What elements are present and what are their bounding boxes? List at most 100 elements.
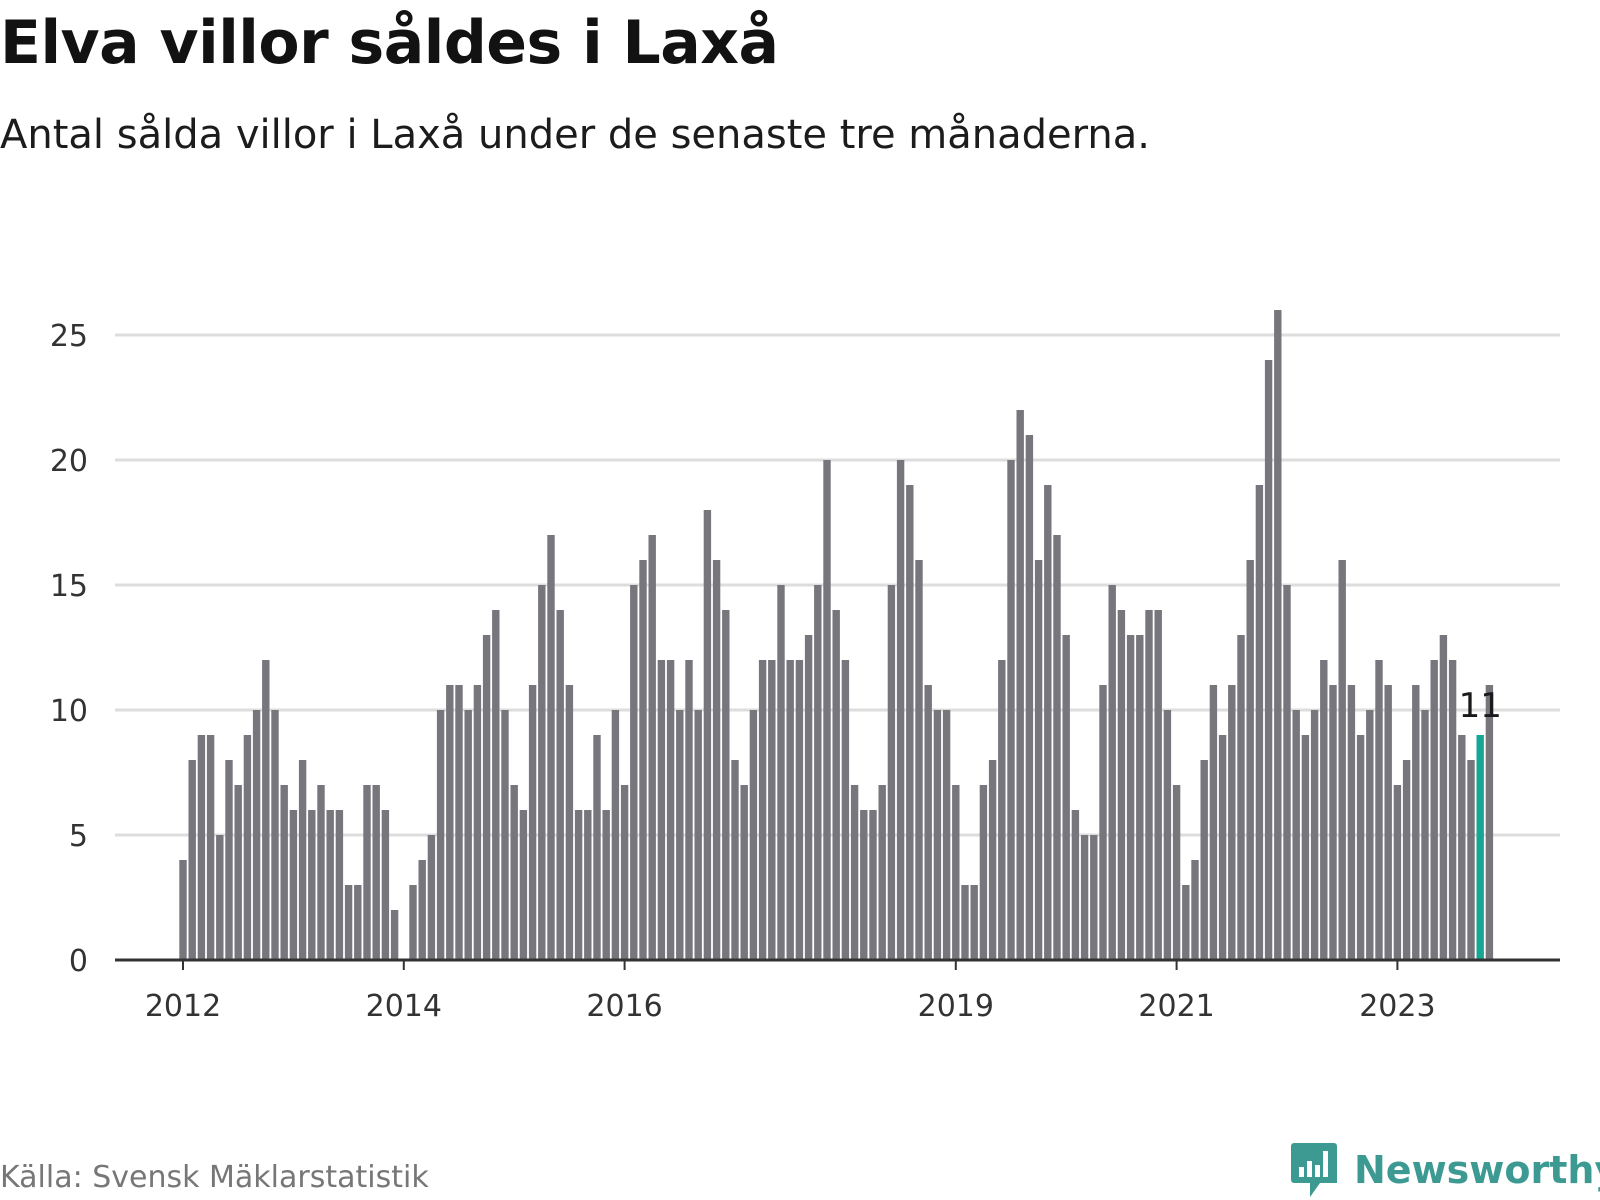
y-tick-label: 20 [50, 444, 88, 479]
bar [924, 685, 932, 960]
bar [630, 585, 638, 960]
bar [1329, 685, 1337, 960]
chart-title: Elva villor såldes i Laxå [0, 8, 779, 78]
bar [179, 860, 187, 960]
bar [427, 835, 436, 960]
bar [1071, 810, 1080, 960]
x-tick-label: 2014 [366, 989, 442, 1024]
logo-text: Newsworthy [1354, 1148, 1600, 1192]
bar [1366, 710, 1374, 960]
bar [933, 710, 942, 960]
bar [1228, 685, 1236, 960]
bar [850, 785, 859, 960]
bar [308, 810, 316, 960]
highlighted-bar [1476, 735, 1484, 960]
bar [354, 885, 362, 960]
bar [685, 660, 693, 960]
bar [970, 885, 978, 960]
chart-subtitle: Antal sålda villor i Laxå under de senas… [0, 112, 1150, 158]
bar [786, 660, 794, 960]
y-tick-label: 0 [69, 944, 88, 979]
bar [915, 560, 923, 960]
bars [179, 310, 1494, 960]
bar [1255, 485, 1264, 960]
bar [823, 460, 831, 960]
bar [482, 635, 491, 960]
bar [1126, 635, 1135, 960]
bar [657, 660, 666, 960]
bar [1053, 535, 1061, 960]
bar [1283, 585, 1291, 960]
bar [197, 735, 206, 960]
x-axis-ticks: 2012 2014 2016 2019 2021 2023 [145, 960, 1436, 1024]
bar [731, 760, 739, 960]
bar [372, 785, 380, 960]
bar [1393, 785, 1402, 960]
bar [1062, 635, 1070, 960]
bar [1172, 785, 1181, 960]
bar [280, 785, 288, 960]
bar [455, 685, 463, 960]
bar [1191, 860, 1199, 960]
bar [1274, 310, 1282, 960]
bar [1402, 760, 1411, 960]
bar [565, 685, 574, 960]
bar [234, 785, 242, 960]
bar [1439, 635, 1448, 960]
bar [501, 710, 509, 960]
bar [860, 810, 868, 960]
bar [1218, 735, 1227, 960]
bar [896, 460, 905, 960]
bar [574, 810, 583, 960]
bar [1356, 735, 1365, 960]
bar [262, 660, 270, 960]
bar [1145, 610, 1153, 960]
bar [703, 510, 712, 960]
bar [206, 735, 215, 960]
x-tick-label: 2012 [145, 989, 221, 1024]
bar [1338, 560, 1346, 960]
bar [326, 810, 334, 960]
bar [1458, 735, 1466, 960]
bar [335, 810, 344, 960]
y-tick-label: 5 [69, 819, 88, 854]
bar [1034, 560, 1043, 960]
bar [1099, 685, 1107, 960]
bar [1200, 760, 1208, 960]
bar [639, 560, 647, 960]
bar [648, 535, 656, 960]
bar [188, 760, 196, 960]
x-tick-label: 2021 [1138, 989, 1214, 1024]
bar [1080, 835, 1089, 960]
bar [418, 860, 426, 960]
bar [1016, 410, 1024, 960]
annotations: 11 [1459, 686, 1502, 726]
bar [961, 885, 969, 960]
bar [528, 685, 537, 960]
bar-chart: 0 5 10 15 20 25 2012 2014 2016 2019 2021 2023 11 [50, 310, 1560, 1024]
bar [1430, 660, 1438, 960]
bar [593, 735, 601, 960]
bar [869, 810, 877, 960]
bar [243, 735, 252, 960]
y-axis-labels: 0 5 10 15 20 25 [50, 319, 88, 979]
bar [1347, 685, 1356, 960]
bar [390, 910, 399, 960]
bar [1136, 635, 1144, 960]
bar [317, 785, 325, 960]
bar [887, 585, 896, 960]
x-tick-label: 2023 [1359, 989, 1435, 1024]
bar [584, 810, 592, 960]
bar [611, 710, 620, 960]
bar [1108, 585, 1116, 960]
bar [510, 785, 518, 960]
y-tick-label: 15 [50, 569, 88, 604]
bar [878, 785, 886, 960]
bar [1292, 710, 1300, 960]
bar [620, 785, 629, 960]
bar [814, 585, 822, 960]
bar [1090, 835, 1098, 960]
newsworthy-logo: Newsworthy [1290, 1140, 1600, 1200]
bar [906, 485, 914, 960]
bar [841, 660, 850, 960]
